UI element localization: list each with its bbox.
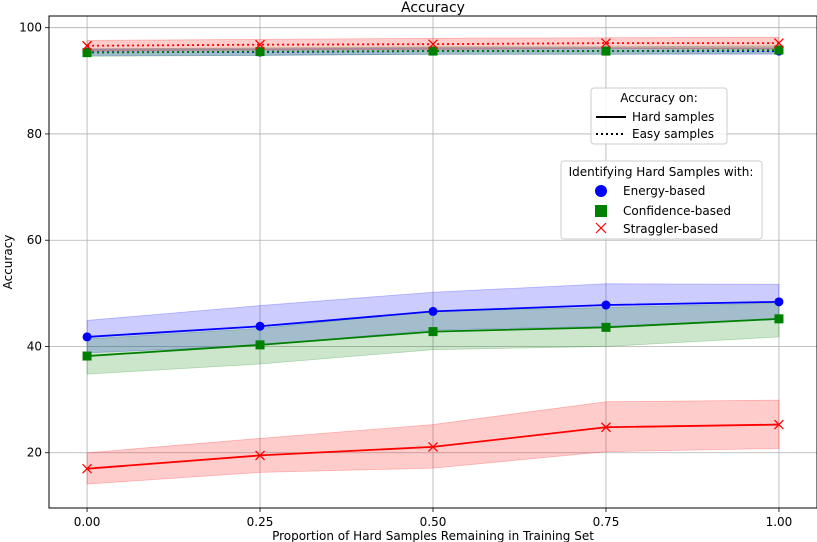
legend-identifying-hard-samples: Identifying Hard Samples with: Energy-ba…	[560, 160, 763, 240]
legend-label-confidence: Confidence-based	[623, 204, 731, 218]
point-hard-confidence-based	[255, 340, 265, 350]
legend-label-easy: Easy samples	[632, 127, 714, 141]
legend-square-marker	[595, 205, 607, 217]
series-markers	[82, 38, 784, 474]
chart-title: Accuracy	[401, 0, 465, 16]
point-easy-confidence-based	[255, 47, 265, 57]
point-hard-energy-based	[601, 300, 611, 310]
legend-circle-marker	[595, 185, 607, 197]
legend-title: Accuracy on:	[620, 91, 698, 105]
legend-x-marker	[595, 222, 607, 234]
point-hard-energy-based	[774, 297, 784, 307]
legend-title: Identifying Hard Samples with:	[569, 165, 754, 179]
point-hard-straggler-based	[601, 422, 611, 433]
y-tick-label: 20	[27, 446, 42, 460]
point-easy-confidence-based	[82, 48, 92, 58]
point-hard-straggler-based	[255, 450, 265, 461]
point-hard-confidence-based	[82, 351, 92, 361]
y-tick-label: 40	[27, 339, 42, 353]
x-tick-label: 0.75	[593, 515, 620, 529]
point-hard-straggler-based	[82, 463, 93, 474]
y-axis-ticks: 20 40 60 80 100	[19, 21, 49, 460]
legend-accuracy-on: Accuracy on: Hard samples Easy samples	[590, 87, 728, 145]
point-easy-straggler-based	[82, 40, 93, 51]
y-tick-label: 60	[27, 233, 42, 247]
point-hard-straggler-based	[428, 441, 438, 452]
point-hard-confidence-based	[601, 322, 611, 332]
y-tick-label: 100	[19, 21, 42, 35]
point-hard-confidence-based	[428, 327, 438, 337]
x-axis-ticks: 0.00 0.25 0.50 0.75 1.00	[74, 508, 793, 529]
x-tick-label: 0.50	[420, 515, 447, 529]
legend-label-hard: Hard samples	[632, 110, 714, 124]
point-hard-energy-based	[255, 321, 265, 331]
point-hard-energy-based	[428, 306, 438, 316]
x-tick-label: 0.00	[74, 515, 101, 529]
point-easy-confidence-based	[601, 46, 611, 56]
point-easy-straggler-based	[428, 39, 438, 50]
point-hard-straggler-based	[773, 419, 784, 430]
legend-label-energy: Energy-based	[623, 184, 705, 198]
point-easy-confidence-based	[428, 46, 438, 56]
legend-frame	[590, 87, 728, 145]
legend-label-straggler: Straggler-based	[623, 222, 718, 236]
point-easy-straggler-based	[773, 38, 784, 49]
x-axis-label: Proportion of Hard Samples Remaining in …	[272, 529, 594, 542]
x-tick-label: 1.00	[766, 515, 793, 529]
point-easy-confidence-based	[774, 45, 784, 55]
y-axis-label: Accuracy	[1, 235, 15, 290]
point-easy-straggler-based	[601, 38, 611, 49]
point-hard-confidence-based	[774, 314, 784, 324]
point-easy-straggler-based	[255, 39, 265, 50]
y-tick-label: 80	[27, 127, 42, 141]
legend-frame	[560, 160, 763, 240]
point-hard-energy-based	[82, 332, 92, 342]
band-hard-straggler-based	[86, 399, 780, 485]
x-tick-label: 0.25	[247, 515, 274, 529]
